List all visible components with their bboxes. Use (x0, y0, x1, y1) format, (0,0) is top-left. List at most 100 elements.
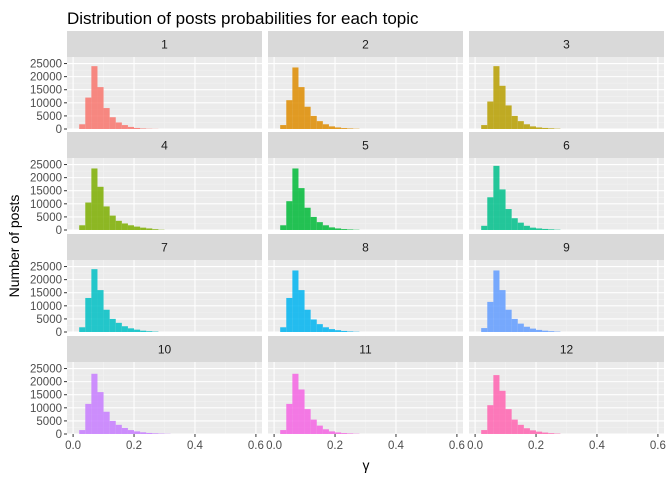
histogram-bar (79, 124, 86, 129)
histogram-bar (103, 411, 110, 434)
histogram-bar (347, 128, 354, 129)
histogram-bar (536, 228, 543, 230)
histogram-bar (91, 66, 98, 129)
histogram-bar (127, 328, 135, 332)
histogram-bar (127, 225, 135, 230)
histogram-bar (493, 165, 500, 230)
x-tick-label: 0.4 (388, 440, 405, 452)
histogram-bar (304, 207, 311, 230)
facet-strip-10 (67, 336, 262, 362)
histogram-bar (115, 122, 122, 129)
y-tick-label: 25000 (30, 160, 62, 172)
histogram-bar (481, 225, 488, 230)
y-tick-label: 15000 (30, 288, 62, 300)
y-tick-label: 15000 (30, 85, 62, 97)
x-tick-label: 0.0 (467, 440, 483, 452)
histogram-bar (292, 168, 299, 230)
histogram-bar (304, 409, 311, 434)
histogram-bar (511, 218, 518, 230)
histogram-bar (341, 433, 348, 434)
histogram-bar (127, 430, 135, 434)
histogram-bar (109, 420, 116, 434)
histogram-bar (109, 318, 116, 332)
facet-strip-label: 9 (563, 241, 570, 255)
facet-strip-label: 1 (161, 38, 168, 52)
x-tick-label: 0.2 (126, 440, 142, 452)
histogram-bar (140, 128, 147, 129)
histogram-bar (286, 100, 293, 129)
histogram-bar (505, 105, 512, 129)
y-tick-label: 5000 (36, 314, 62, 326)
histogram-bar (529, 227, 537, 230)
histogram-bar (328, 126, 336, 129)
facet-strip-label: 3 (563, 38, 570, 52)
histogram-bar (341, 128, 348, 129)
facet-strip-label: 10 (158, 343, 172, 357)
histogram-bar (115, 424, 122, 434)
histogram-bar (310, 419, 317, 434)
histogram-bar (481, 328, 488, 332)
facet-strip-6 (469, 132, 664, 158)
histogram-bar (97, 392, 104, 434)
histogram-bar (109, 117, 116, 129)
y-tick-label: 15000 (30, 186, 62, 198)
histogram-bar (121, 326, 128, 332)
facet-strip-label: 2 (362, 38, 369, 52)
y-axis-title: Number of posts (6, 195, 22, 298)
histogram-bar (542, 432, 549, 434)
histogram-bar (298, 188, 305, 230)
y-tick-label: 20000 (30, 275, 62, 287)
facet-strip-label: 11 (359, 343, 372, 357)
histogram-bar (493, 66, 500, 129)
facet-panel-6: 6 (469, 132, 664, 231)
histogram-bar (347, 331, 354, 332)
histogram-bar (280, 430, 287, 434)
facet-strip-label: 8 (362, 241, 369, 255)
facet-panel-11: 11 0.0 0.2 0.4 0.6 (266, 336, 465, 452)
histogram-bar (505, 409, 512, 434)
histogram-bar (505, 309, 512, 332)
y-tick-label: 5000 (36, 111, 62, 123)
chart-title: Distribution of posts probabilities for … (67, 9, 419, 28)
facet-panel-9: 9 (469, 234, 664, 333)
facet-panel-3: 3 (469, 31, 664, 130)
histogram-bar (316, 425, 323, 434)
facet-strip-9 (469, 234, 664, 260)
histogram-bar (127, 126, 135, 129)
histogram-bar (335, 330, 342, 332)
histogram-bar (146, 432, 153, 434)
histogram-bar (97, 87, 104, 129)
histogram-bar (517, 222, 524, 230)
histogram-bar (134, 431, 141, 434)
histogram-bar (536, 431, 543, 434)
histogram-bar (335, 127, 342, 129)
histogram-bar (79, 327, 86, 332)
histogram-bar (298, 87, 305, 129)
histogram-bar (140, 227, 147, 230)
histogram-bar (140, 432, 147, 434)
facet-strip-11 (268, 336, 463, 362)
histogram-bar (310, 319, 317, 332)
histogram-bar (152, 229, 159, 230)
histogram-bar (341, 229, 348, 230)
y-tick-label: 10000 (30, 301, 62, 313)
facet-strip-8 (268, 234, 463, 260)
histogram-bar (97, 290, 104, 332)
histogram-bar (511, 318, 518, 332)
histogram-bar (91, 269, 98, 332)
facet-strip-label: 4 (161, 139, 168, 153)
facet-strip-label: 7 (161, 241, 168, 255)
histogram-bar (493, 375, 500, 434)
y-tick-label: 5000 (36, 212, 62, 224)
histogram-bar (121, 427, 128, 434)
histogram-bar (328, 431, 336, 434)
histogram-bar (548, 229, 555, 230)
histogram-bar (499, 290, 506, 332)
facet-strip-1 (67, 31, 262, 57)
histogram-bar (335, 432, 342, 434)
histogram-bar (335, 228, 342, 230)
y-tick-label: 20000 (30, 377, 62, 389)
